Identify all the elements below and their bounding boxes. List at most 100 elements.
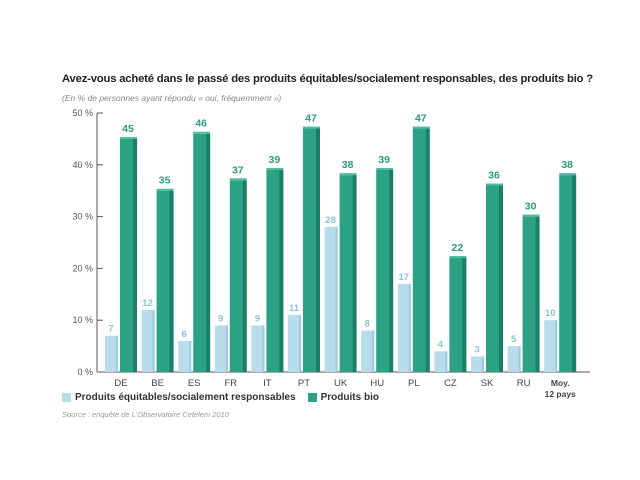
data-label-bio: 22 [452,242,464,254]
bar-bio-top [266,167,284,170]
x-tick-label: ES [188,378,201,389]
bar-bio-side [499,185,503,372]
y-tick-label: 50 % [72,108,93,118]
bar-bio [120,138,136,372]
bar-fair-side [482,356,484,372]
bar-bio-side [352,175,357,372]
data-label-fair: 4 [438,339,444,350]
bar-fair [544,320,558,372]
data-label-bio: 38 [561,159,573,171]
bar-bio-top [559,173,577,176]
data-label-bio: 47 [305,113,317,125]
bar-fair [105,335,118,372]
bar-fair [324,226,338,372]
bar-fair [251,325,265,372]
bar-bio [522,216,539,372]
x-tick-label: UK [334,378,348,389]
bar-bio [559,175,576,372]
data-label-bio: 35 [159,175,171,187]
bar-bio-top [156,188,174,191]
data-label-fair: 7 [108,324,113,335]
legend-label-bio: Produits bio [320,392,379,403]
x-tick-label: PL [408,378,420,389]
bar-bio-side [242,180,247,372]
bar-bio [486,185,502,372]
bar-bio [193,133,210,372]
x-tick-label: FR [224,378,237,389]
data-label-bio: 45 [122,123,134,135]
bar-fair-side [262,325,265,372]
bar-fair [397,283,411,372]
bar-bio [339,175,356,372]
bar-bio-top [486,183,503,186]
bar-fair-side [335,226,338,372]
x-tick-label: Moy. [551,378,570,388]
bar-fair-side [445,351,448,372]
x-tick-label: RU [517,378,531,389]
bar-bio-side [572,175,577,372]
data-label-bio: 39 [378,154,390,166]
bar-bio-side [206,133,211,372]
data-label-fair: 12 [142,298,153,309]
bar-bio [303,128,319,372]
bar-fair [141,309,155,372]
bar-bio-top [193,131,211,134]
bar-bio-side [535,216,540,372]
data-label-fair: 6 [182,329,187,340]
chart-subtitle: (En % de personnes ayant répondu « oui, … [62,93,282,103]
x-tick-label: SK [481,378,494,389]
bar-bio [376,169,393,372]
data-label-fair: 5 [511,334,517,345]
data-label-bio: 39 [269,154,281,166]
bar-fair [361,330,375,372]
bar-bio [449,258,466,372]
y-tick-label: 0 % [77,367,93,377]
bar-bio-top [412,126,430,129]
y-tick-label: 30 % [72,212,93,222]
data-label-fair: 11 [289,303,300,314]
bar-bio-top [522,214,540,217]
data-label-bio: 38 [342,159,354,171]
bar-fair-side [372,330,375,372]
data-label-fair: 8 [365,319,370,330]
bar-bio-side [279,169,284,372]
bar-bio-top [339,173,357,176]
x-tick-label: HU [370,378,384,389]
bar-bio-side [316,128,320,372]
bar-bio-side [133,138,137,372]
x-tick-label: CZ [444,378,457,389]
bar-fair-side [225,325,228,372]
bar-bio-top [303,126,320,129]
legend: Produits équitables/socialement responsa… [62,392,379,403]
data-label-bio: 30 [525,201,537,213]
x-tick-label: IT [263,378,272,389]
bar-fair-side [189,340,192,372]
bar-bio [266,169,283,372]
bar-bio-side [389,169,394,372]
legend-label-fair: Produits équitables/socialement responsa… [75,392,296,403]
bar-bio-side [462,258,467,372]
y-tick-label: 10 % [72,315,93,325]
bar-bio-top [120,136,137,139]
bar-bio-top [449,256,467,259]
data-label-bio: 46 [195,118,207,130]
bar-fair [471,356,484,372]
source-note: Source : enquête de L'Observatoire Cetel… [62,410,229,419]
bar-bio [156,190,173,372]
data-label-fair: 10 [545,308,556,319]
legend-swatch-fair [62,393,71,402]
bar-fair-side [116,335,118,372]
x-tick-label: PT [298,378,310,389]
data-label-fair: 17 [399,272,410,283]
data-label-fair: 9 [218,313,223,324]
bar-fair [507,346,521,372]
data-label-fair: 3 [474,344,479,355]
chart-title: Avez-vous acheté dans le passé des produ… [62,73,593,85]
bar-fair [288,315,301,372]
data-label-bio: 36 [488,170,500,182]
data-label-fair: 9 [255,313,260,324]
x-tick-label: DE [114,378,127,389]
bar-fair-side [152,309,155,372]
bar-fair-side [408,283,411,372]
